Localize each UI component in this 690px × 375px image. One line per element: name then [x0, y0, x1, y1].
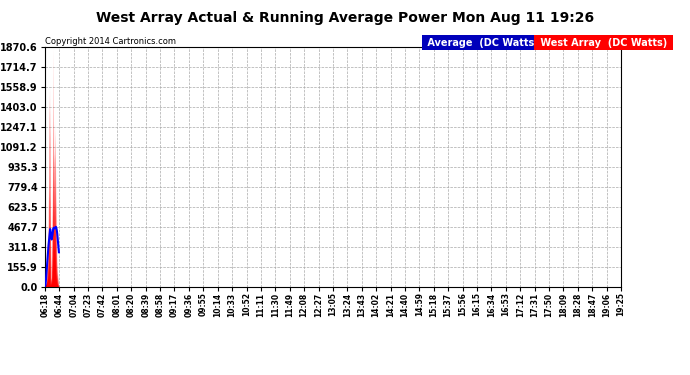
Text: Copyright 2014 Cartronics.com: Copyright 2014 Cartronics.com [45, 38, 176, 46]
Text: Average  (DC Watts): Average (DC Watts) [424, 38, 542, 48]
Text: West Array Actual & Running Average Power Mon Aug 11 19:26: West Array Actual & Running Average Powe… [96, 11, 594, 25]
Text: West Array  (DC Watts): West Array (DC Watts) [537, 38, 671, 48]
